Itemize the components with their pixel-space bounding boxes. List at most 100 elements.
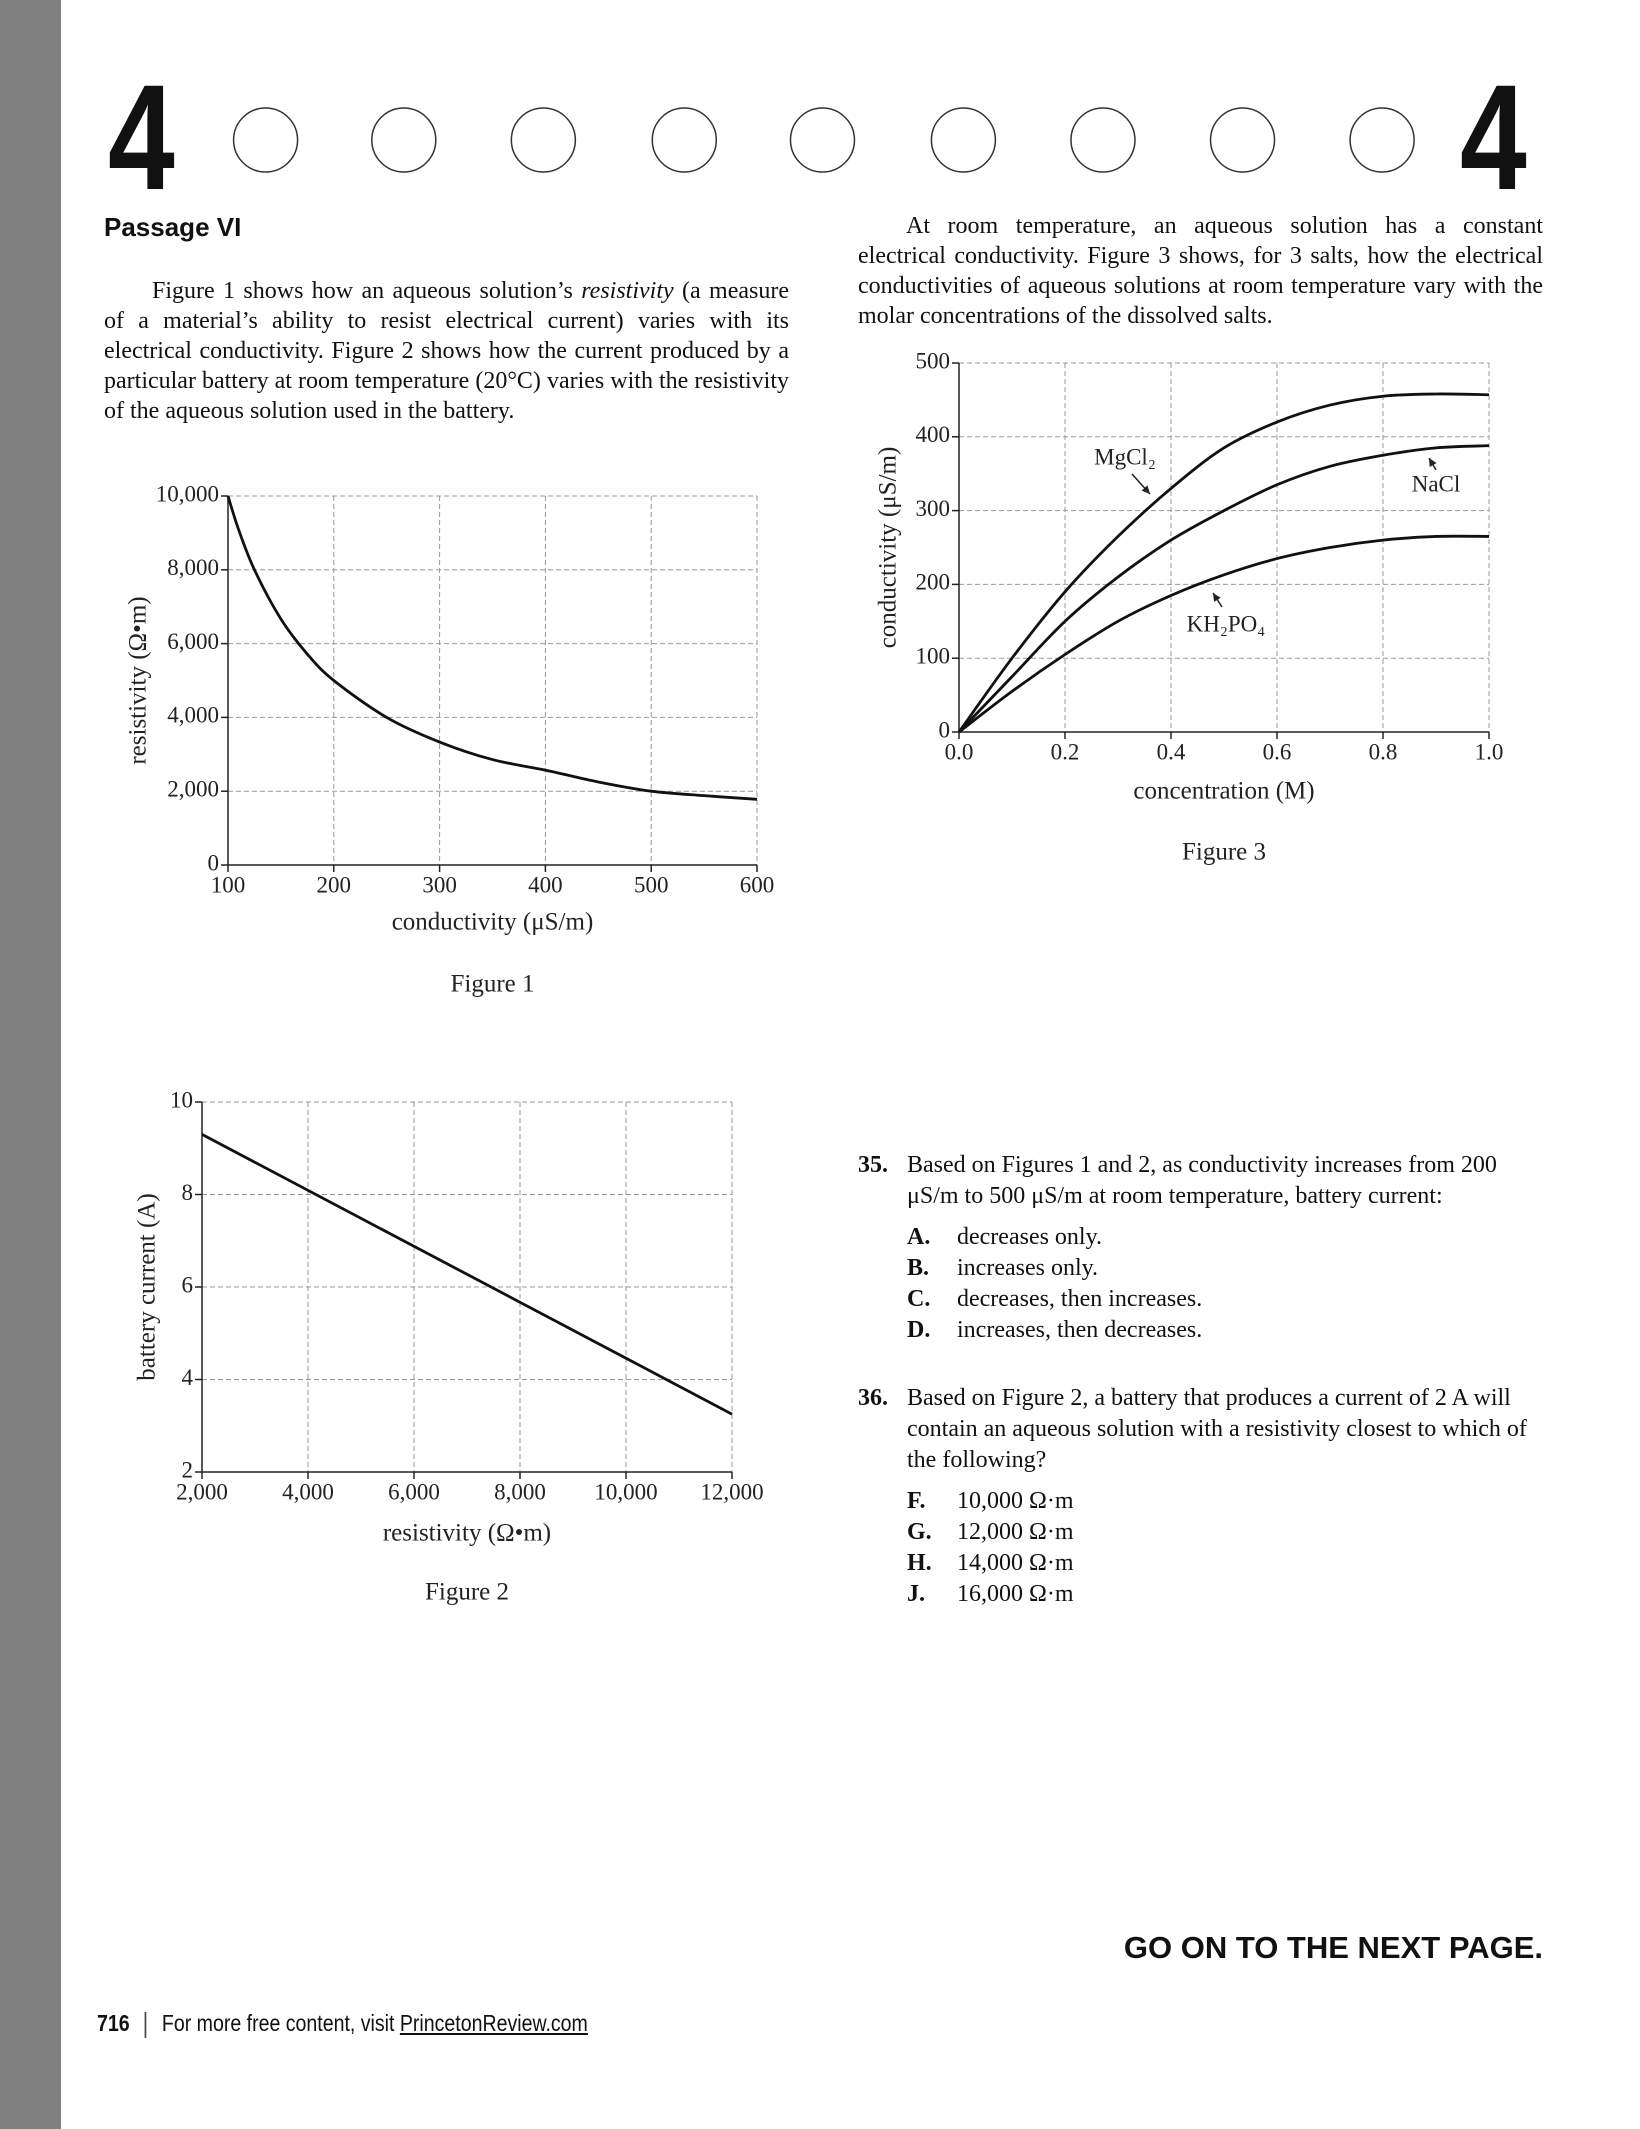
x-tick-label: 6,000	[388, 1479, 440, 1504]
side-bar	[0, 0, 61, 2129]
question-stem: 36. Based on Figure 2, a battery that pro…	[858, 1383, 1548, 1476]
x-axis-label: resistivity (Ω•m)	[383, 1520, 551, 1547]
option: H. 14,000 Ω·m	[907, 1548, 1548, 1579]
footer-text: For more free content, visit	[161, 2010, 400, 2036]
x-tick-label: 12,000	[700, 1479, 763, 1504]
series-label: MgCl₂	[1094, 444, 1156, 469]
y-tick-label: 400	[916, 422, 951, 447]
arrow-head	[1429, 458, 1437, 467]
y-axis-label: resistivity (Ω•m)	[125, 596, 152, 764]
x-tick-label: 10,000	[594, 1479, 657, 1504]
footer: 716 For more free content, visit Princeto…	[97, 2008, 588, 2038]
x-tick-label: 100	[211, 872, 246, 897]
y-tick-label: 300	[916, 496, 951, 521]
option-text: increases, then decreases.	[957, 1317, 1203, 1343]
series-line	[226, 495, 758, 801]
question: 36. Based on Figure 2, a battery that pro…	[858, 1383, 1548, 1610]
x-tick-label: 1.0	[1475, 739, 1504, 764]
y-tick-label: 100	[916, 643, 951, 668]
paragraph: At room temperature, an aqueous solution…	[858, 213, 1543, 329]
y-tick-label: 0	[939, 717, 951, 742]
header-circle	[1349, 107, 1415, 173]
option-letter: H.	[907, 1550, 932, 1576]
question-number: 36.	[858, 1385, 888, 1411]
y-tick-label: 10	[170, 1087, 193, 1112]
option: G. 12,000 Ω·m	[907, 1517, 1548, 1548]
x-tick-label: 0.6	[1263, 739, 1292, 764]
section-number: 4	[1460, 53, 1527, 221]
footer-link[interactable]: PrincetonReview.com	[399, 2010, 588, 2036]
page-number: 716	[97, 2010, 130, 2036]
option: D. increases, then decreases.	[907, 1315, 1548, 1346]
y-tick-label: 200	[916, 570, 951, 595]
options: F. 10,000 Ω·m G. 12,000 Ω·m H. 14,000 Ω·m J. 16…	[858, 1486, 1548, 1610]
series-line	[957, 444, 1490, 733]
option-letter: C.	[907, 1286, 931, 1312]
y-tick-label: 4	[182, 1365, 194, 1390]
separator	[144, 2011, 147, 2038]
x-tick-label: 0.0	[945, 739, 974, 764]
passage-title: Passage VI	[104, 212, 242, 242]
text: (a measure of a material’s ability to re…	[104, 278, 789, 424]
option: J. 16,000 Ω·m	[907, 1579, 1548, 1610]
figure-caption: Figure 3	[1182, 839, 1266, 866]
paragraph: Figure 1 shows how an aqueous solution’s…	[104, 276, 789, 426]
header-circle	[371, 107, 437, 173]
y-axis-label: battery current (A)	[134, 1193, 161, 1380]
option-text: 12,000 Ω·m	[957, 1519, 1074, 1545]
y-tick-label: 4,000	[167, 703, 219, 728]
section-number: 4	[108, 53, 175, 221]
x-tick-label: 0.4	[1157, 739, 1186, 764]
option-text: 10,000 Ω·m	[957, 1488, 1074, 1514]
y-tick-label: 6,000	[167, 629, 219, 654]
option-text: decreases only.	[957, 1224, 1103, 1250]
option-text: 14,000 Ω·m	[957, 1550, 1074, 1576]
question-text: Based on Figures 1 and 2, as conductivit…	[907, 1152, 1497, 1209]
header-circle	[651, 107, 718, 173]
option-letter: A.	[907, 1224, 931, 1250]
arrow-head	[1141, 485, 1150, 494]
x-tick-label: 500	[634, 872, 669, 897]
figure-caption: Figure 1	[450, 971, 534, 998]
header-circle	[510, 107, 577, 173]
header-circle	[789, 107, 856, 173]
series-line	[957, 392, 1490, 733]
x-tick-label: 0.8	[1369, 739, 1398, 764]
option: F. 10,000 Ω·m	[907, 1486, 1548, 1517]
option-letter: J.	[907, 1581, 925, 1607]
x-tick-label: 300	[422, 872, 457, 897]
x-tick-label: 0.2	[1051, 739, 1080, 764]
term: resistivity	[581, 278, 674, 304]
x-tick-label: 200	[317, 872, 352, 897]
question: 35. Based on Figures 1 and 2, as conducti…	[858, 1150, 1548, 1346]
header-circle	[1070, 107, 1136, 173]
header-circle	[1209, 107, 1276, 173]
option-letter: G.	[907, 1519, 932, 1545]
series-line	[958, 534, 1490, 734]
question-number: 35.	[858, 1152, 888, 1178]
option-text: increases only.	[957, 1255, 1099, 1281]
y-tick-label: 0	[208, 850, 220, 875]
x-tick-label: 2,000	[176, 1479, 228, 1504]
x-tick-label: 400	[528, 872, 563, 897]
question-text: Based on Figure 2, a battery that produc…	[907, 1385, 1527, 1473]
header-circle	[232, 107, 299, 173]
x-tick-label: 8,000	[494, 1479, 546, 1504]
option-text: 16,000 Ω·m	[957, 1581, 1074, 1607]
option: A. decreases only.	[907, 1222, 1548, 1253]
question-stem: 35. Based on Figures 1 and 2, as conducti…	[858, 1150, 1548, 1212]
y-tick-label: 8,000	[167, 555, 219, 580]
y-tick-label: 10,000	[156, 481, 219, 506]
header-circle	[930, 107, 997, 173]
text: Figure 1 shows how an aqueous solution’s	[152, 278, 582, 304]
option: B. increases only.	[907, 1253, 1548, 1284]
option-letter: D.	[907, 1317, 931, 1343]
options: A. decreases only. B. increases only. C. decr…	[858, 1222, 1548, 1346]
y-tick-label: 2	[182, 1457, 194, 1482]
x-tick-label: 600	[740, 872, 775, 897]
x-axis-label: conductivity (μS/m)	[392, 909, 594, 936]
x-axis-label: concentration (M)	[1133, 778, 1314, 805]
figure-caption: Figure 2	[425, 1579, 509, 1606]
